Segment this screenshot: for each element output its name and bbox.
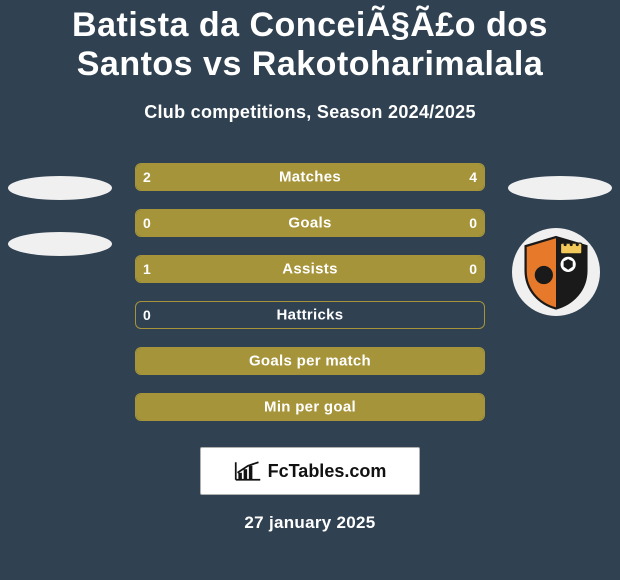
club-badge: [512, 228, 600, 316]
bar-value-left: 1: [143, 261, 151, 277]
bars-container: Matches24Goals00Assists10Hattricks0Goals…: [135, 163, 485, 421]
player-left-ellipse: [8, 232, 112, 256]
player-right-placeholder-stack: [508, 176, 612, 232]
logo-text: FcTables.com: [268, 461, 387, 482]
bar-label: Assists: [135, 261, 485, 278]
stat-bar: Min per goal: [135, 393, 485, 421]
player-left-ellipse: [8, 176, 112, 200]
player-left-placeholder-stack: [8, 176, 112, 288]
stat-bar: Goals0 0: [135, 209, 485, 237]
bar-label: Hattricks: [135, 307, 485, 324]
stat-bar: Goals per match: [135, 347, 485, 375]
chart-icon: [234, 460, 262, 482]
bar-value-right: 0: [469, 215, 477, 231]
fctables-logo: FcTables.com: [200, 447, 420, 495]
bar-label: Min per goal: [135, 399, 485, 416]
page-title: Batista da ConceiÃ§Ã£o dos Santos vs Rak…: [0, 0, 620, 88]
stat-bar: Hattricks0: [135, 301, 485, 329]
bar-value-right: 4: [469, 169, 477, 185]
bar-label: Matches: [135, 169, 485, 186]
date: 27 january 2025: [0, 513, 620, 533]
bar-label: Goals: [135, 215, 485, 232]
stat-bar: Assists1 0: [135, 255, 485, 283]
bar-label: Goals per match: [135, 353, 485, 370]
bar-value-left: 2: [143, 169, 151, 185]
bar-value-left: 0: [143, 307, 151, 323]
bar-value-left: 0: [143, 215, 151, 231]
subtitle: Club competitions, Season 2024/2025: [0, 102, 620, 123]
player-right-ellipse: [508, 176, 612, 200]
stat-bar: Matches2 4: [135, 163, 485, 191]
bar-value-right: 0: [469, 261, 477, 277]
shield-icon: [518, 234, 594, 310]
